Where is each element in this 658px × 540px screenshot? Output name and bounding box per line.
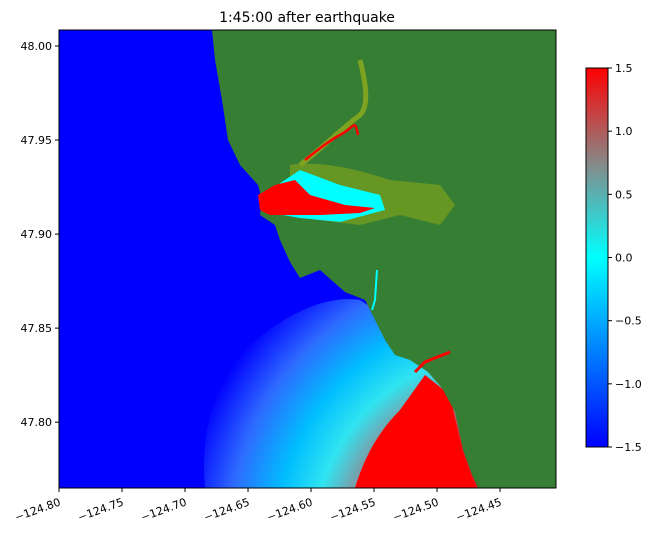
colorbar-tick-label: −1.5 [615,441,642,454]
river-red [304,124,360,161]
x-tick-label: −124.60 [265,496,314,525]
x-tick-label: −124.75 [76,496,125,525]
x-tick-label: −124.70 [139,496,188,525]
x-tick-label: −124.65 [202,496,251,525]
colorbar-tick-label: 1.0 [615,125,633,138]
x-tick-label: −124.55 [328,496,377,525]
y-axis: 47.80 47.85 47.90 47.95 48.00 [21,40,59,429]
y-tick-label: 48.00 [21,40,53,53]
plot-frame [58,29,557,489]
creek-red [413,350,451,374]
colorbar-tick-label: 1.5 [615,62,633,75]
colorbar-tick-label: 0.5 [615,188,633,201]
colorbar [585,67,609,448]
land [212,30,556,488]
colorbar-tick-label: −0.5 [615,315,642,328]
colorbar-axis: 1.5 1.0 0.5 0.0 −0.5 −1.0 −1.5 [608,62,642,454]
y-tick-label: 47.85 [21,322,53,335]
y-tick-label: 47.90 [21,228,53,241]
creek-cyan [371,269,378,311]
x-tick-label: −124.45 [454,496,503,525]
wave-red-region [355,375,475,488]
x-axis: −124.80 −124.75 −124.70 −124.65 −124.60 −124.… [13,488,503,524]
colorbar-tick-label: −1.0 [615,378,642,391]
estuary-red [258,180,375,215]
plot-area [59,30,556,488]
x-tick-label: −124.80 [13,496,62,525]
y-tick-label: 47.95 [21,134,53,147]
colorbar-tick-label: 0.0 [615,252,633,265]
x-tick-label: −124.50 [391,496,440,525]
chart-title: 1:45:00 after earthquake [219,10,395,26]
y-tick-label: 47.80 [21,416,53,429]
